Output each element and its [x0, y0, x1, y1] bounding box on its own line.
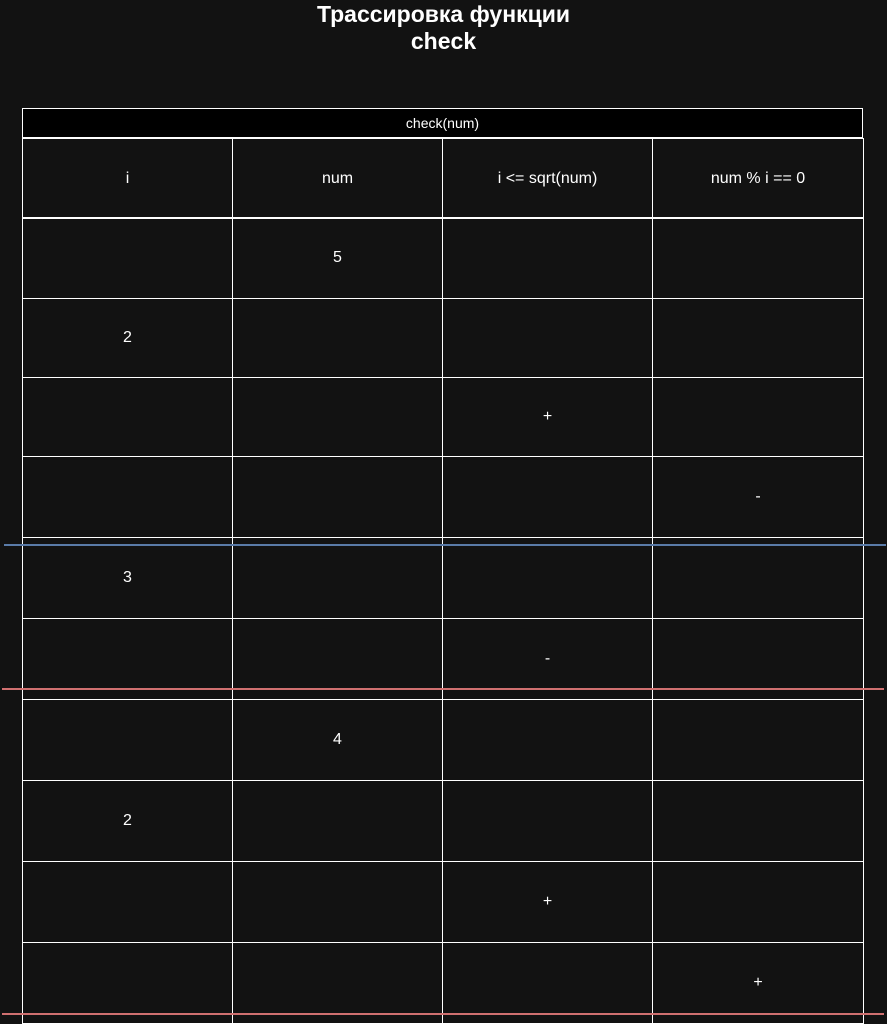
table-cell [232, 298, 443, 378]
table-cell [22, 861, 233, 943]
table-cell: 2 [22, 298, 233, 378]
table-cell [232, 456, 443, 538]
table-cell: 3 [22, 537, 233, 619]
table-cell [232, 861, 443, 943]
column-header: i <= sqrt(num) [442, 138, 653, 219]
separator-line [2, 1013, 884, 1015]
diagram-title-line-2: check [410, 28, 477, 54]
table-cell: + [442, 377, 653, 457]
column-header: num % i == 0 [652, 138, 864, 219]
table-cell [232, 780, 443, 862]
separator-line [2, 688, 884, 690]
table-cell [652, 780, 864, 862]
table-cell [442, 537, 653, 619]
table-cell [22, 699, 233, 781]
column-header: num [232, 138, 443, 219]
table-cell [652, 861, 864, 943]
column-header: i [22, 138, 233, 219]
separator-line [4, 544, 886, 546]
table-cell [232, 942, 443, 1024]
table-cell: + [442, 861, 653, 943]
table-cell: 2 [22, 780, 233, 862]
table-cell [652, 298, 864, 378]
table-cell [442, 699, 653, 781]
table-cell [652, 217, 864, 299]
table-cell [652, 537, 864, 619]
table-cell [442, 456, 653, 538]
table-cell [232, 537, 443, 619]
table-cell [442, 780, 653, 862]
table-cell [22, 942, 233, 1024]
table-caption: check(num) [22, 108, 863, 138]
table-cell [22, 456, 233, 538]
table-cell [442, 298, 653, 378]
table-cell [22, 217, 233, 299]
table-cell: + [652, 942, 864, 1024]
table-cell [232, 377, 443, 457]
table-cell: 5 [232, 217, 443, 299]
table-cell [652, 377, 864, 457]
table-cell [442, 942, 653, 1024]
table-cell: - [652, 456, 864, 538]
table-cell [442, 217, 653, 299]
table-cell: 4 [232, 699, 443, 781]
table-cell [22, 377, 233, 457]
table-cell [652, 699, 864, 781]
diagram-title-line-1: Трассировка функции [316, 1, 571, 27]
